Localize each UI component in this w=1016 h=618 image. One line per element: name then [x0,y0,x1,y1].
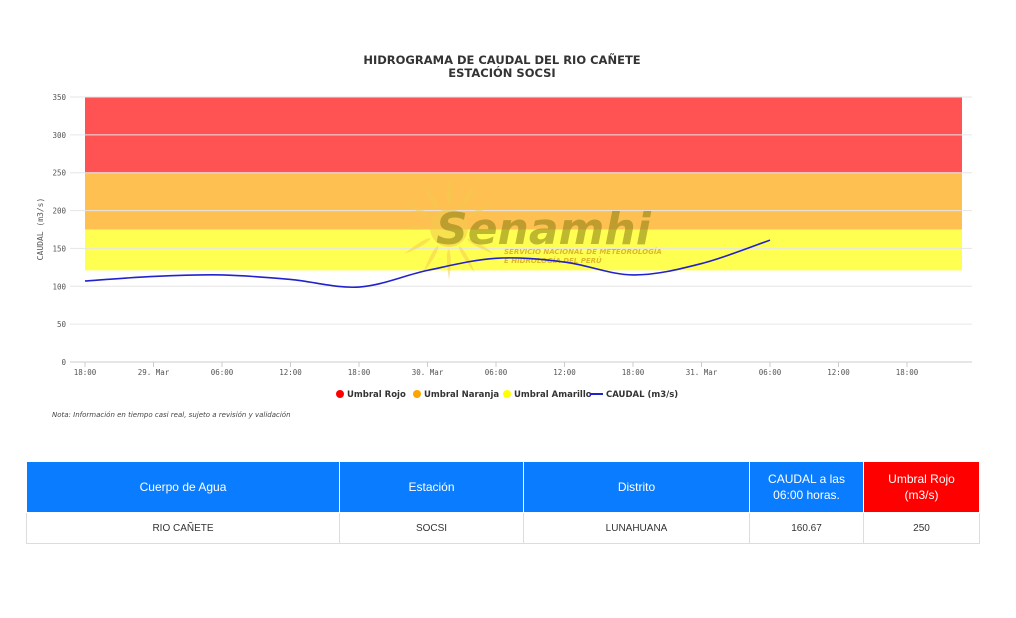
watermark-brand: Senamhi [436,204,652,255]
x-tick-label: 30. Mar [412,368,444,377]
header-estacion: Estación [339,461,524,513]
chart-note: Nota: Información en tiempo casi real, s… [52,411,291,419]
station-data-table: Cuerpo de Agua Estación Distrito CAUDAL … [26,461,980,544]
legend-marker [413,390,421,398]
legend-item-umbral-naranja[interactable]: Umbral Naranja [413,390,499,400]
y-tick-label: 50 [57,320,67,329]
legend-item-caudal-m3-s[interactable]: CAUDAL (m3/s) [590,390,678,400]
x-tick-label: 06:00 [211,368,234,377]
legend-label: CAUDAL (m3/s) [606,390,678,400]
y-tick-label: 250 [52,169,66,178]
header-distrito: Distrito [523,461,750,513]
x-tick-label: 06:00 [759,368,782,377]
watermark-line1: SERVICIO NACIONAL DE METEOROLOGÍA [504,247,662,256]
sun-ray [423,246,439,274]
cell-estacion: SOCSI [339,512,524,544]
band-umbral-naranja [85,172,962,230]
header-caudal: CAUDAL a las 06:00 horas. [749,461,864,513]
legend-marker [503,390,511,398]
axes: 0 50 100 150 200 250 300 350 18:00 29. Mar 06:00 12… [52,93,972,377]
chart-subtitle: ESTACIÓN SOCSI [448,65,555,80]
senamhi-sun-logo [397,176,501,280]
y-tick-label: 300 [52,131,66,140]
legend-label: Umbral Naranja [424,390,499,400]
x-tick-label: 29. Mar [138,368,170,377]
y-tick-label: 150 [52,244,66,253]
sun-core [430,209,468,247]
series-line-caudal [84,239,771,289]
cell-umbral-rojo: 250 [863,512,980,544]
x-tick-label: 18:00 [74,368,97,377]
sun-ray [470,226,501,231]
cell-distrito: LUNAHUANA [523,512,750,544]
y-tick-label: 100 [52,282,66,291]
table-row: RIO CAÑETE SOCSI LUNAHUANA 160.67 250 [26,512,980,544]
sun-ray [403,202,431,218]
y-tick-label: 200 [52,207,66,216]
y-axis-label: CAUDAL (m3/s) [36,198,45,261]
legend-item-umbral-rojo[interactable]: Umbral Rojo [336,390,406,400]
x-tick-label: 12:00 [827,368,850,377]
x-tick-label: 18:00 [348,368,371,377]
sun-ray [397,225,428,230]
sun-ray [446,249,451,280]
x-tick-label: 31. Mar [686,368,718,377]
x-tick-label: 12:00 [279,368,302,377]
band-umbral-amarillo [85,229,962,271]
sun-ray [467,202,495,218]
hydrograph-chart: Senamhi SERVICIO NACIONAL DE METEOROLOGÍ… [36,52,972,419]
sun-ray [459,246,475,274]
chart-title: HIDROGRAMA DE CAUDAL DEL RIO CAÑETE [363,52,640,67]
header-cuerpo-de-agua: Cuerpo de Agua [26,461,340,513]
y-tick-label: 0 [61,358,66,367]
x-tick-label: 06:00 [485,368,508,377]
table-header-row: Cuerpo de Agua Estación Distrito CAUDAL … [26,461,980,513]
x-tick-label: 18:00 [622,368,645,377]
sun-ray [447,176,452,207]
cell-caudal: 160.67 [749,512,864,544]
legend-item-umbral-amarillo[interactable]: Umbral Amarillo [503,390,592,400]
sun-ray [467,238,495,254]
legend-marker [336,390,344,398]
y-tick-label: 350 [52,93,66,102]
sun-ray [403,238,431,254]
header-umbral-rojo: Umbral Rojo (m3/s) [863,461,980,513]
x-tick-label: 12:00 [553,368,576,377]
sun-ray [459,182,475,210]
legend-label: Umbral Rojo [347,390,406,400]
sun-ray [423,182,439,210]
x-tick-label: 18:00 [896,368,919,377]
series-layer [84,239,771,289]
legend: Umbral Rojo Umbral Naranja Umbral Amarillo… [336,390,678,400]
watermark: Senamhi SERVICIO NACIONAL DE METEOROLOGÍ… [397,176,662,280]
cell-cuerpo-de-agua: RIO CAÑETE [26,512,340,544]
legend-label: Umbral Amarillo [514,390,592,400]
